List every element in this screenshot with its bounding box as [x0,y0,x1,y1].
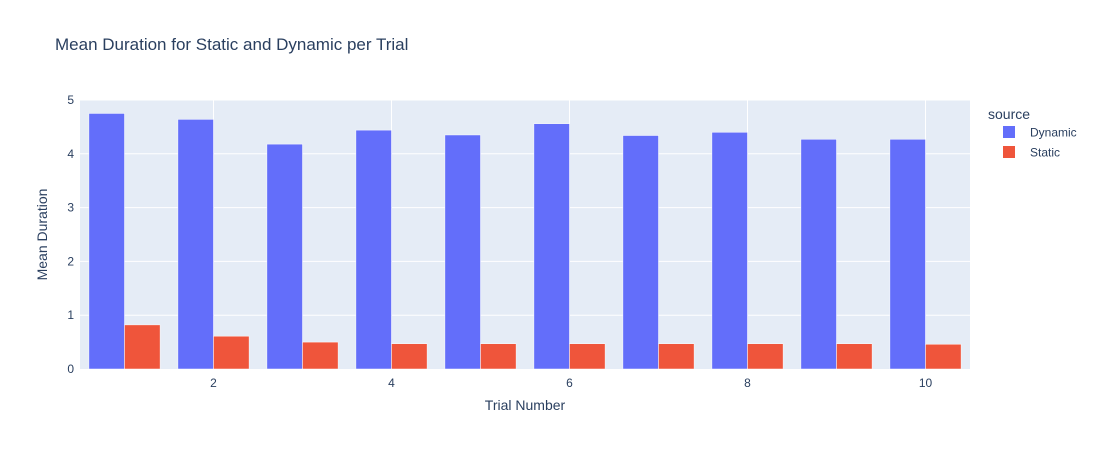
x-tick-label: 4 [388,376,395,390]
y-tick-label: 1 [67,308,74,322]
bar-static-trial-6 [569,343,606,370]
bar-static-trial-7 [658,343,695,370]
bar-dynamic-trial-4 [355,129,392,370]
bar-dynamic-trial-9 [800,139,837,370]
legend: source Dynamic Static [988,106,1077,160]
x-tick-label: 2 [210,376,217,390]
legend-title: source [988,106,1030,122]
bars [88,113,962,370]
legend-swatch-static[interactable] [1003,146,1015,158]
x-tick-label: 6 [566,376,573,390]
x-tick-label: 10 [919,376,933,390]
bar-static-trial-5 [480,343,517,370]
x-axis-ticks: 2 4 6 8 10 [210,376,932,390]
legend-label-static[interactable]: Static [1030,146,1060,160]
y-tick-label: 4 [67,147,74,161]
chart-title: Mean Duration for Static and Dynamic per… [55,35,408,54]
bar-static-trial-1 [124,324,161,370]
y-tick-label: 0 [67,362,74,376]
y-axis-ticks: 0 1 2 3 4 5 [67,93,74,376]
y-axis-title: Mean Duration [34,189,50,281]
y-tick-label: 2 [67,254,74,268]
legend-swatch-dynamic[interactable] [1003,126,1015,138]
bar-dynamic-trial-1 [88,113,125,370]
y-tick-label: 3 [67,201,74,215]
bar-static-trial-4 [391,343,428,370]
bar-static-trial-2 [213,335,250,370]
bar-dynamic-trial-3 [266,143,303,370]
bar-static-trial-3 [302,341,339,370]
bar-dynamic-trial-10 [889,139,926,370]
bar-dynamic-trial-2 [177,119,214,370]
bar-dynamic-trial-5 [444,134,481,370]
bar-dynamic-trial-7 [622,135,659,370]
bar-static-trial-10 [925,344,962,370]
bar-dynamic-trial-6 [533,123,570,370]
bar-dynamic-trial-8 [711,132,748,370]
x-axis-title: Trial Number [485,397,566,413]
bar-static-trial-8 [747,343,784,370]
x-tick-label: 8 [744,376,751,390]
legend-label-dynamic[interactable]: Dynamic [1030,126,1077,140]
bar-static-trial-9 [836,343,873,370]
y-tick-label: 5 [67,93,74,107]
